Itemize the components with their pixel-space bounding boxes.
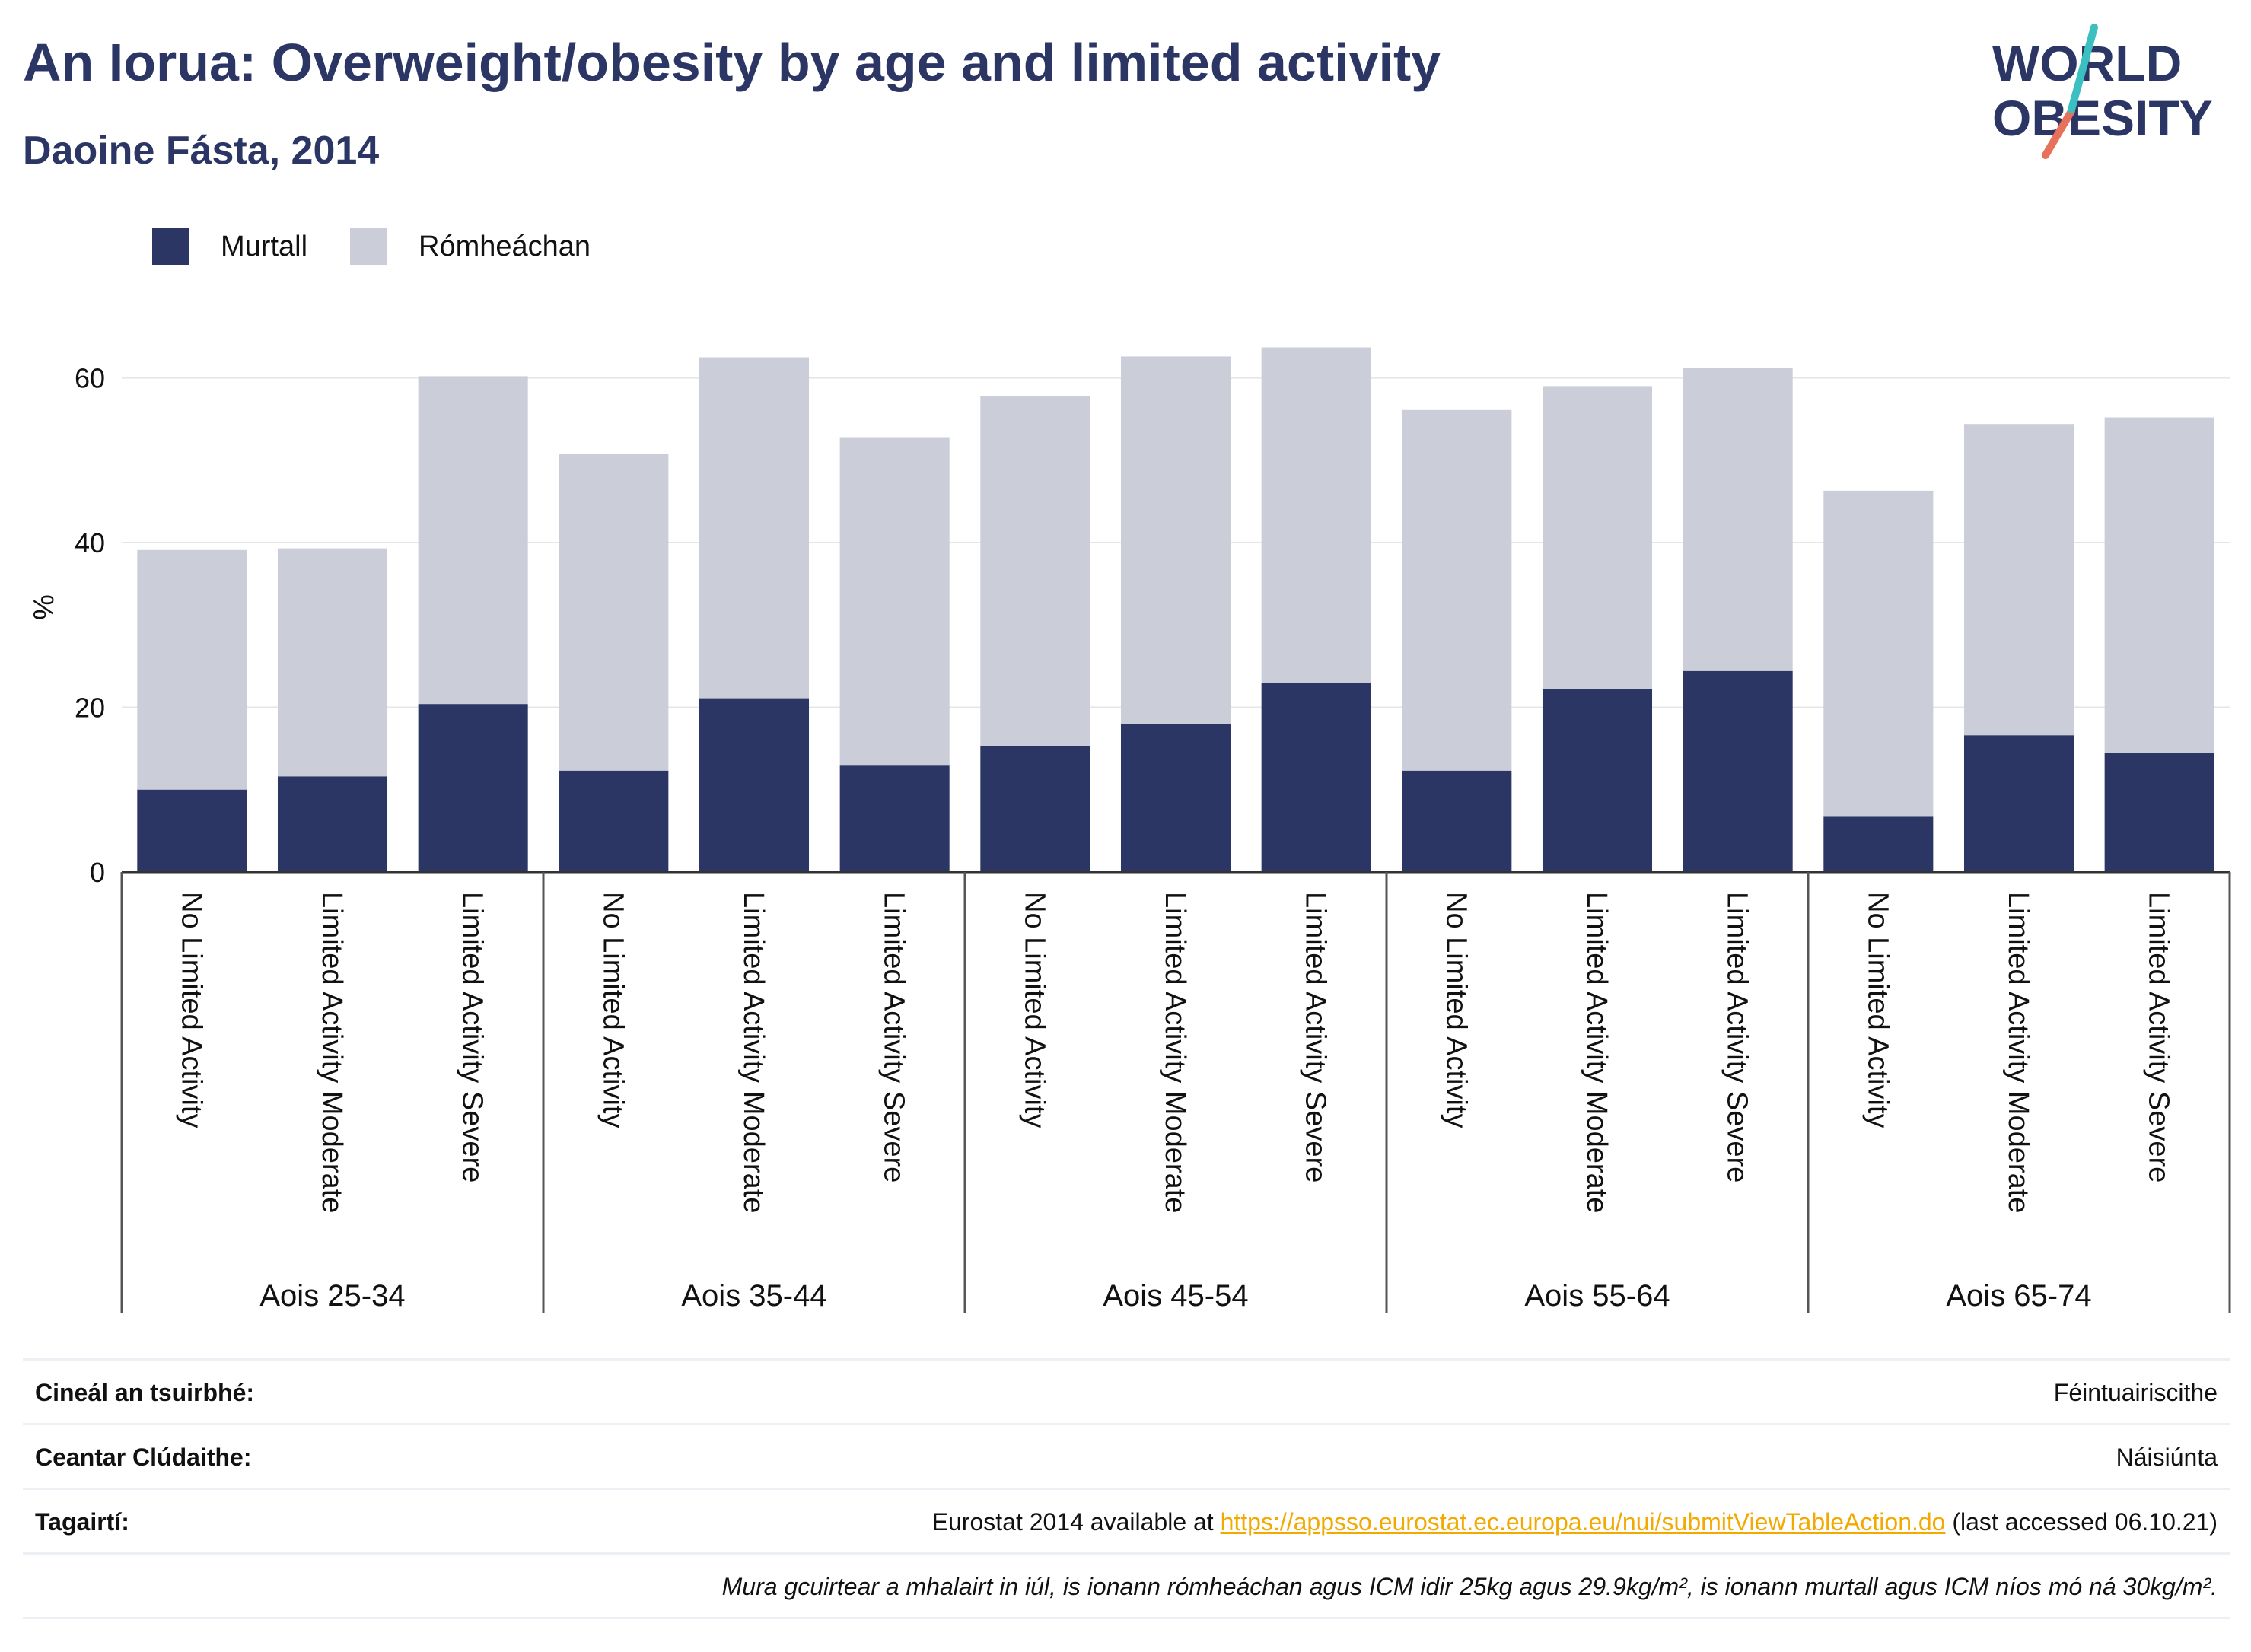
bar-romheachan-2: [418, 376, 528, 705]
area-covered-value: Náisiúnta: [2116, 1444, 2218, 1471]
logo-line2: OBESITY: [1992, 90, 2213, 146]
info-table: Cineál an tsuirbhé: Féintuairiscithe Cea…: [23, 1358, 2230, 1619]
x-tick-label-3: No Limited Activity: [597, 892, 629, 1128]
bar-murtall-8: [1261, 683, 1371, 872]
y-tick-label-40: 40: [75, 527, 105, 559]
x-tick-label-14: Limited Activity Severe: [2143, 892, 2175, 1183]
x-tick-label-7: Limited Activity Moderate: [1159, 892, 1191, 1213]
legend-label-romheachan: Rómheáchan: [419, 231, 591, 263]
group-label-1: Aois 35-44: [681, 1279, 826, 1313]
bar-romheachan-3: [559, 454, 669, 771]
x-tick-label-2: Limited Activity Severe: [457, 892, 489, 1183]
bar-romheachan-7: [1120, 356, 1231, 724]
x-tick-label-5: Limited Activity Severe: [878, 892, 910, 1183]
area-covered-row: Ceantar Clúdaithe: Náisiúnta: [23, 1423, 2230, 1488]
bar-romheachan-10: [1542, 386, 1653, 689]
x-tick-label-4: Limited Activity Moderate: [737, 892, 769, 1213]
legend: Murtall Rómheáchan: [152, 228, 591, 265]
survey-type-value: Féintuairiscithe: [2053, 1379, 2218, 1406]
bar-murtall-13: [1963, 735, 2074, 872]
bar-romheachan-4: [699, 357, 810, 699]
bar-murtall-1: [277, 776, 388, 872]
bar-murtall-2: [418, 704, 528, 872]
x-tick-label-12: No Limited Activity: [1861, 892, 1893, 1128]
bar-murtall-3: [559, 770, 669, 872]
group-label-2: Aois 45-54: [1103, 1279, 1248, 1313]
x-tick-label-10: Limited Activity Moderate: [1581, 892, 1613, 1213]
x-tick-label-11: Limited Activity Severe: [1721, 892, 1753, 1183]
x-tick-label-9: No Limited Activity: [1440, 892, 1472, 1128]
area-covered-label: Ceantar Clúdaithe:: [35, 1444, 252, 1471]
x-tick-label-13: Limited Activity Moderate: [2002, 892, 2034, 1213]
stacked-bar-chart: Murtall Rómheáchan 0 20 40 60% No Limited Act…: [28, 228, 2231, 1313]
bar-romheachan-6: [980, 396, 1090, 746]
y-tick-label-0: 0: [90, 857, 105, 888]
bar-murtall-5: [839, 765, 950, 872]
bar-murtall-0: [137, 789, 247, 872]
group-label-0: Aois 25-34: [259, 1279, 405, 1313]
y-tick-label-60: 60: [75, 363, 105, 394]
references-row: Tagairtí: Eurostat 2014 available at htt…: [23, 1488, 2230, 1552]
x-tick-label-8: Limited Activity Severe: [1300, 892, 1332, 1183]
bar-romheachan-11: [1683, 368, 1793, 671]
bar-murtall-10: [1542, 689, 1653, 872]
bar-romheachan-12: [1823, 490, 1934, 817]
bar-murtall-14: [2104, 753, 2214, 872]
definition-note-row: Mura gcuirtear a mhalairt in iúl, is ion…: [23, 1552, 2230, 1619]
bars: [137, 347, 2214, 872]
bar-romheachan-13: [1963, 424, 2074, 736]
y-tick-label-20: 20: [75, 692, 105, 724]
legend-label-murtall: Murtall: [221, 231, 307, 263]
references-prefix: Eurostat 2014 available at: [931, 1508, 1221, 1536]
definition-note: Mura gcuirtear a mhalairt in iúl, is ion…: [721, 1573, 2218, 1600]
references-value: Eurostat 2014 available at https://appss…: [932, 1508, 2218, 1536]
references-link[interactable]: https://appsso.eurostat.ec.europa.eu/nui…: [1220, 1508, 1946, 1536]
axes: 0 20 40 60% No Limited Activity Limited Activ…: [28, 363, 2231, 1313]
bar-romheachan-5: [839, 437, 950, 766]
chart-subtitle: Daoine Fásta, 2014: [23, 129, 380, 173]
bar-murtall-12: [1823, 816, 1934, 872]
bar-romheachan-8: [1261, 347, 1371, 683]
group-label-3: Aois 55-64: [1524, 1279, 1670, 1313]
bar-romheachan-1: [277, 548, 388, 777]
legend-swatch-murtall: [152, 228, 189, 265]
references-suffix: (last accessed 06.10.21): [1945, 1508, 2218, 1536]
bar-romheachan-9: [1402, 409, 1512, 771]
bar-romheachan-0: [137, 549, 247, 790]
group-label-4: Aois 65-74: [1946, 1279, 2091, 1313]
bar-romheachan-14: [2104, 417, 2214, 753]
survey-type-row: Cineál an tsuirbhé: Féintuairiscithe: [23, 1358, 2230, 1423]
survey-type-label: Cineál an tsuirbhé:: [35, 1379, 255, 1406]
x-tick-label-1: Limited Activity Moderate: [316, 892, 348, 1213]
legend-swatch-romheachan: [350, 228, 387, 265]
bar-murtall-9: [1402, 770, 1512, 872]
bar-murtall-4: [699, 698, 810, 872]
x-tick-label-0: No Limited Activity: [175, 892, 207, 1128]
y-axis-label: %: [28, 594, 60, 620]
bar-murtall-6: [980, 746, 1090, 872]
bar-murtall-11: [1683, 670, 1793, 872]
world-obesity-logo: WORLD OBESITY: [1992, 24, 2213, 159]
chart-title: An Iorua: Overweight/obesity by age and …: [23, 33, 1441, 92]
references-label: Tagairtí:: [35, 1508, 129, 1536]
bar-murtall-7: [1120, 724, 1231, 872]
x-tick-label-6: No Limited Activity: [1018, 892, 1050, 1128]
